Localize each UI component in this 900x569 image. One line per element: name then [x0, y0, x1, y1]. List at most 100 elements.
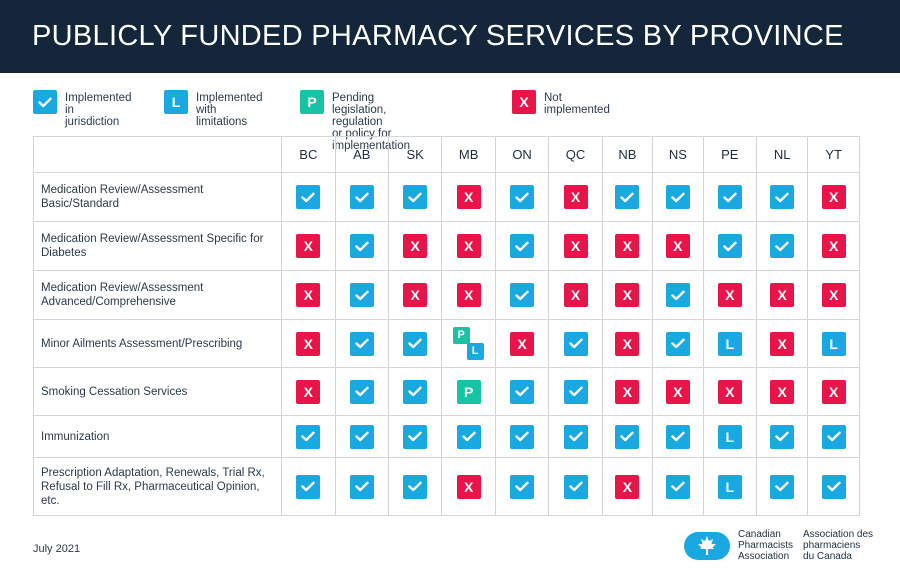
check-icon: [615, 424, 640, 449]
status-cell: [387, 319, 443, 368]
status-cell: [281, 415, 336, 458]
x-icon: X: [821, 185, 846, 209]
check-icon: [296, 185, 321, 209]
x-icon: X: [563, 185, 588, 209]
x-icon: X: [717, 379, 742, 404]
status-cell: P: [441, 367, 496, 416]
status-cell: X: [755, 367, 809, 416]
status-cell: X: [601, 270, 654, 320]
x-icon: X: [296, 234, 321, 258]
limitations-icon: L: [717, 331, 742, 356]
limitations-icon: L: [164, 90, 188, 114]
status-cell: L: [702, 457, 758, 516]
status-cell: [494, 367, 550, 416]
legend-item-not-implemented: X Not implemented: [512, 90, 610, 116]
page-title: PUBLICLY FUNDED PHARMACY SERVICES BY PRO…: [32, 20, 844, 52]
table-row: Medication Review/Assessment Advanced/Co…: [32, 270, 860, 320]
x-icon: X: [821, 234, 846, 258]
status-cell: [652, 319, 704, 368]
check-icon: [665, 424, 690, 449]
status-cell: X: [807, 172, 860, 222]
status-cell: [548, 319, 603, 368]
check-icon: [510, 424, 535, 449]
status-cell: [334, 221, 389, 271]
limitations-icon: L: [821, 331, 846, 356]
status-cell: L: [702, 319, 758, 368]
status-cell: X: [702, 270, 758, 320]
check-icon: [717, 185, 742, 209]
cpha-logo-icon: [684, 531, 730, 560]
status-cell: X: [807, 270, 860, 320]
check-icon: [770, 185, 795, 209]
x-icon: X: [510, 331, 535, 356]
service-name: Immunization: [32, 415, 283, 458]
status-cell: L: [702, 415, 758, 458]
status-cell: X: [601, 457, 654, 516]
check-icon: [296, 424, 321, 449]
status-cell: X: [548, 270, 603, 320]
x-icon: X: [821, 379, 846, 404]
status-cell: [494, 415, 550, 458]
check-icon: [456, 424, 481, 449]
status-cell: X: [441, 221, 496, 271]
header-corner: [32, 136, 283, 173]
check-icon: [665, 185, 690, 209]
service-name: Smoking Cessation Services: [32, 367, 283, 416]
org-name-fr: Association des pharmaciens du Canada: [803, 529, 874, 562]
x-icon: X: [615, 234, 640, 258]
status-cell: X: [441, 270, 496, 320]
province-header: MB: [441, 136, 496, 173]
check-icon: [821, 424, 846, 449]
status-cell: [755, 415, 809, 458]
status-cell: [652, 415, 704, 458]
x-icon: X: [403, 234, 428, 258]
status-cell: X: [441, 172, 496, 222]
status-cell: [334, 367, 389, 416]
header-bar: PUBLICLY FUNDED PHARMACY SERVICES BY PRO…: [0, 0, 900, 73]
x-icon: X: [403, 283, 428, 307]
x-icon: X: [770, 379, 795, 404]
status-cell: [601, 415, 654, 458]
status-cell: [652, 270, 704, 320]
check-icon: [349, 234, 374, 258]
x-icon: X: [615, 379, 640, 404]
status-cell: X: [494, 319, 550, 368]
check-icon: [403, 474, 428, 499]
check-icon: [510, 234, 535, 258]
pending-icon: P: [300, 90, 324, 114]
x-icon: X: [615, 331, 640, 356]
check-icon: [349, 283, 374, 307]
x-icon: X: [456, 234, 481, 258]
header-row: BC AB SK MB ON QC NB NS PE NL YT: [32, 136, 860, 173]
status-cell: [387, 172, 443, 222]
check-icon: [563, 424, 588, 449]
x-icon: X: [456, 283, 481, 307]
status-cell: [548, 457, 603, 516]
check-icon: [563, 474, 588, 499]
service-name: Medication Review/Assessment Specific fo…: [32, 221, 283, 271]
pending-icon: P: [452, 326, 470, 344]
check-icon: [665, 283, 690, 307]
check-icon: [403, 379, 428, 404]
x-icon: X: [615, 474, 640, 499]
province-header: AB: [334, 136, 389, 173]
province-header: QC: [548, 136, 603, 173]
x-icon: X: [296, 283, 321, 307]
status-cell: [281, 172, 336, 222]
status-cell: X: [281, 367, 336, 416]
check-icon: [717, 234, 742, 258]
status-cell: X: [548, 172, 603, 222]
status-cell: [807, 415, 860, 458]
status-cell: X: [601, 319, 654, 368]
status-cell: X: [807, 221, 860, 271]
check-icon: [821, 474, 846, 499]
limitations-icon: L: [717, 474, 742, 499]
legend-item-implemented: Implemented in jurisdiction: [33, 90, 131, 128]
service-name: Medication Review/Assessment Advanced/Co…: [32, 270, 283, 320]
status-cell: [807, 457, 860, 516]
check-icon: [770, 424, 795, 449]
organization-logo: Canadian Pharmacists Association Associati…: [684, 529, 873, 562]
check-icon: [349, 331, 374, 356]
status-cell: [494, 457, 550, 516]
